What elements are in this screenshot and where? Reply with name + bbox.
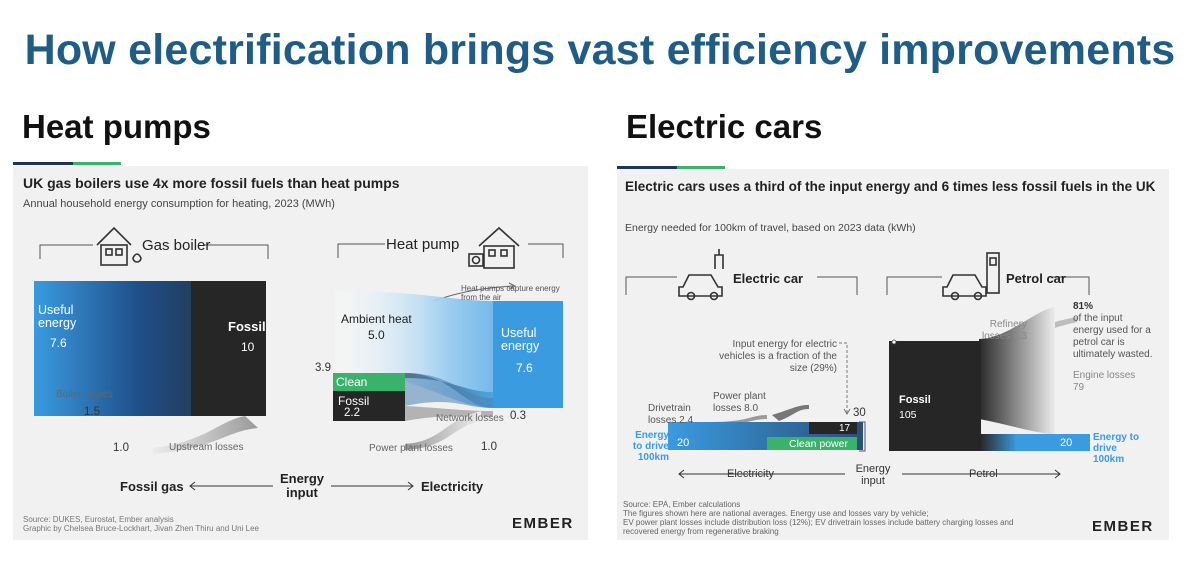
hp-useful-value: 7.6: [516, 361, 533, 375]
power-plant-loss-flow: [405, 411, 481, 450]
heat-chart-title: UK gas boilers use 4x more fossil fuels …: [23, 175, 400, 191]
axis-electricity: Electricity: [421, 479, 484, 494]
axis-fossil-gas: Fossil gas: [120, 479, 184, 494]
heat-source: Source: DUKES, Eurostat, Ember analysis: [23, 515, 174, 524]
heat-pump-panel: UK gas boilers use 4x more fossil fuels …: [13, 166, 588, 540]
ember-logo: EMBER: [512, 515, 574, 532]
petrol-fossil-value: 105: [899, 409, 917, 421]
car-source-line-3: EV power plant losses include distributi…: [623, 518, 1014, 527]
ambient-heat-label: Ambient heat: [341, 312, 412, 326]
clean-power-label: Clean power: [789, 438, 848, 450]
heat-pump-bracket: [337, 243, 564, 258]
section-title-electric-cars: Electric cars: [626, 108, 823, 145]
ambient-heat-value: 5.0: [368, 328, 385, 342]
accent-line-navy: [13, 162, 73, 165]
petrol-useful-block: [1015, 434, 1090, 451]
boiler-losses-value: 1.5: [84, 406, 100, 418]
clean-label: Clean: [336, 375, 368, 389]
fossil-value: 10: [241, 340, 255, 354]
car-source-line-1: Source: EPA, Ember calculations: [623, 500, 741, 509]
fossil-label: Fossil: [228, 319, 266, 334]
heat-credit: Graphic by Chelsea Bruce-Lockhart, Jivan…: [23, 524, 259, 533]
car-axis-electricity: Electricity: [727, 468, 775, 480]
ev-bracket: [625, 276, 858, 295]
hp-useful-block: [493, 301, 563, 408]
axis-energy-input: Energy input: [279, 471, 325, 500]
house-icon: [96, 226, 142, 266]
hp-note: Heat pumps capture energy from the air: [461, 284, 560, 302]
engine-losses-label: Engine losses: [1073, 370, 1136, 381]
page-title: How electrification brings vast efficien…: [24, 26, 1176, 74]
petrol-car-icon: [942, 252, 1000, 301]
petrol-use-flow: [981, 434, 1017, 451]
power-plant-losses-label: Power plant losses: [369, 443, 453, 454]
section-title-heat-pumps: Heat pumps: [22, 108, 211, 145]
ev-total-value: 30: [853, 407, 866, 419]
ember-logo-right: EMBER: [1092, 518, 1154, 535]
petrol-useful-value: 20: [1060, 437, 1073, 449]
gas-boiler-bracket: [39, 244, 269, 259]
ev-input-note: Input energy for electric vehicles is a …: [719, 339, 837, 374]
waste-note: of the input energy used for a petrol ca…: [1073, 313, 1153, 360]
useful-energy-value: 7.6: [50, 336, 67, 350]
hp-fossil-block: [333, 391, 405, 421]
clean-block: [333, 373, 405, 391]
drivetrain-losses-label: Drivetrain losses 2.4: [648, 403, 694, 426]
stack-value: 3.9: [315, 362, 331, 374]
refinery-losses-label: Refinery losses 6.3: [981, 319, 1027, 342]
power-plant-loss-flow-ev: [772, 405, 809, 421]
fossil-block: [191, 281, 266, 416]
ev-clean-block: [767, 437, 857, 450]
ev-note-dashed-line: [839, 342, 848, 413]
network-losses-label: Network losses: [436, 413, 504, 424]
petrol-drive-label: Energy to drive 100km: [1093, 432, 1140, 465]
car-chart-title: Electric cars uses a third of the input …: [625, 179, 1156, 194]
accent-line-green-right: [677, 166, 725, 169]
ev-useful-value: 20: [677, 437, 690, 449]
waste-note-highlight: 81%: [1073, 301, 1094, 312]
heat-pump-label: Heat pump: [386, 236, 459, 253]
ev-fossil-block: [809, 422, 857, 434]
accent-line-navy-right: [617, 166, 677, 169]
gas-boiler-label: Gas boiler: [142, 237, 210, 254]
petrol-fossil-label: Fossil: [899, 394, 931, 406]
upstream-losses-label: Upstream losses: [169, 442, 244, 453]
power-plant-losses-label-ev: Power plant losses 8.0: [713, 391, 766, 414]
power-plant-losses-value: 1.0: [481, 441, 497, 453]
petrol-bracket: [886, 276, 1090, 295]
car-chart-subtitle: Energy needed for 100km of travel, based…: [625, 222, 916, 234]
heat-chart-subtitle: Annual household energy consumption for …: [23, 198, 335, 210]
network-losses-value: 0.3: [510, 410, 526, 422]
car-source-line-4: recovered energy from regenerative braki…: [623, 527, 779, 536]
car-axis-energy-input: Energy input: [855, 463, 891, 487]
network-loss-flow: [405, 406, 493, 421]
hp-fossil-value: 2.2: [344, 407, 360, 419]
ev-drive-label: Energy to drive 100km: [632, 430, 669, 463]
electric-car-panel: Electric cars uses a third of the input …: [617, 169, 1169, 540]
heat-sankey: Gas boiler Heat pump: [34, 226, 564, 491]
upstream-loss-flow: [153, 416, 258, 454]
car-source-line-2: The figures shown here are national aver…: [623, 509, 929, 518]
upstream-losses-value: 1.0: [113, 442, 129, 454]
ev-label: Electric car: [733, 271, 803, 286]
engine-loss-flow: [979, 307, 1055, 434]
electric-car-icon: [678, 249, 724, 301]
boiler-losses-label: Boiler losses: [56, 389, 113, 400]
petrol-label: Petrol car: [1006, 271, 1066, 286]
ev-fossil-value: 17: [839, 423, 851, 434]
car-axis-petrol: Petrol: [969, 468, 998, 480]
hp-fossil-label: Fossil: [338, 394, 370, 408]
car-sankey: Electric car Petrol car: [625, 249, 1090, 479]
engine-losses-value: 79: [1073, 382, 1085, 393]
hp-useful-label: Useful energy: [501, 326, 540, 353]
ev-total-bracket: [859, 421, 866, 452]
accent-line-green: [73, 162, 121, 165]
petrol-fossil-block: [889, 341, 981, 451]
useful-energy-label: Useful energy: [38, 303, 77, 330]
heat-pump-house-icon: [468, 226, 520, 269]
